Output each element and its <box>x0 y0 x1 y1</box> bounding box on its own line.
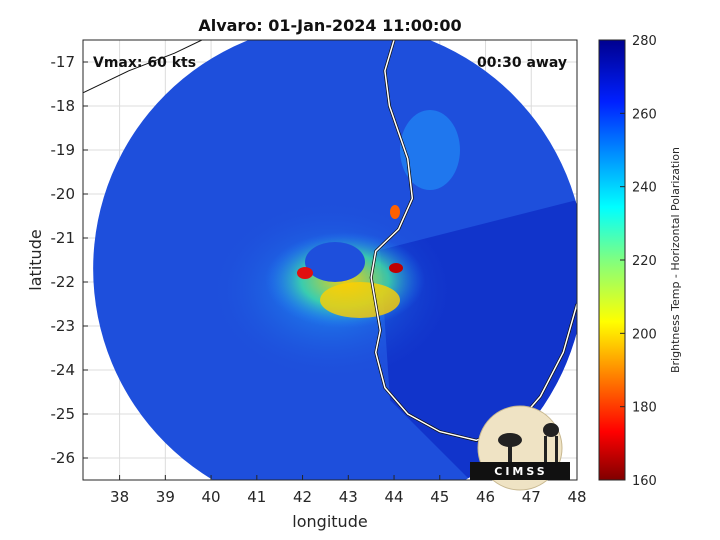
mainland-coastline <box>83 40 203 94</box>
x-tick-label: 44 <box>384 488 403 506</box>
x-tick-label: 39 <box>156 488 175 506</box>
colorbar-tick-label: 280 <box>632 34 657 49</box>
cimss-logo: CIMSS <box>470 405 570 491</box>
x-tick-label: 38 <box>110 488 129 506</box>
x-axis-ticks: 38 39 40 41 42 43 44 45 46 47 48 <box>110 475 587 506</box>
colorbar-tick-label: 260 <box>632 107 657 122</box>
x-axis-label: longitude <box>292 512 367 531</box>
colorbar-tick-label: 220 <box>632 254 657 269</box>
y-tick-label: -19 <box>51 141 76 159</box>
x-tick-label: 48 <box>567 488 586 506</box>
y-tick-label: -17 <box>51 53 76 71</box>
x-tick-label: 40 <box>202 488 221 506</box>
x-tick-label: 41 <box>247 488 266 506</box>
colorbar-ticks: 280 260 240 220 200 180 160 <box>620 34 657 489</box>
microwave-swath <box>93 40 577 480</box>
x-tick-label: 42 <box>293 488 312 506</box>
y-tick-label: -24 <box>51 361 76 379</box>
convective-cell-north <box>390 205 400 219</box>
y-tick-label: -21 <box>51 229 76 247</box>
y-axis-ticks: -17 -18 -19 -20 -21 -22 -23 -24 -25 -26 <box>51 53 88 467</box>
swath-layer <box>83 40 577 480</box>
x-tick-label: 47 <box>522 488 541 506</box>
colorbar: 280 260 240 220 200 180 160 Brightness Temp - … <box>598 34 682 489</box>
axes-frame <box>82 39 578 481</box>
x-tick-label: 46 <box>476 488 495 506</box>
convective-core-east <box>389 263 403 273</box>
colorbar-tick-label: 240 <box>632 181 657 196</box>
band-northeast <box>400 110 460 190</box>
y-tick-label: -18 <box>51 97 76 115</box>
vmax-label: Vmax: 60 kts <box>93 55 196 71</box>
y-tick-label: -25 <box>51 405 76 423</box>
x-tick-label: 45 <box>430 488 449 506</box>
colorbar-tick-label: 160 <box>632 474 657 489</box>
y-tick-label: -20 <box>51 185 76 203</box>
y-tick-label: -22 <box>51 273 76 291</box>
y-tick-label: -26 <box>51 449 76 467</box>
time-away-label: 00:30 away <box>477 55 567 71</box>
convective-core-west <box>297 267 313 279</box>
colorbar-tick-label: 180 <box>632 401 657 416</box>
rainband-south <box>320 282 400 318</box>
storm-eye <box>305 242 365 282</box>
colorbar-label: Brightness Temp - Horizontal Polarizatio… <box>669 147 682 373</box>
y-axis-label: latitude <box>26 229 45 290</box>
map-title: Alvaro: 01-Jan-2024 11:00:00 <box>198 16 461 35</box>
colorbar-tick-label: 200 <box>632 327 657 342</box>
x-tick-label: 43 <box>339 488 358 506</box>
y-tick-label: -23 <box>51 317 76 335</box>
cimss-logo-text: CIMSS <box>494 465 547 478</box>
